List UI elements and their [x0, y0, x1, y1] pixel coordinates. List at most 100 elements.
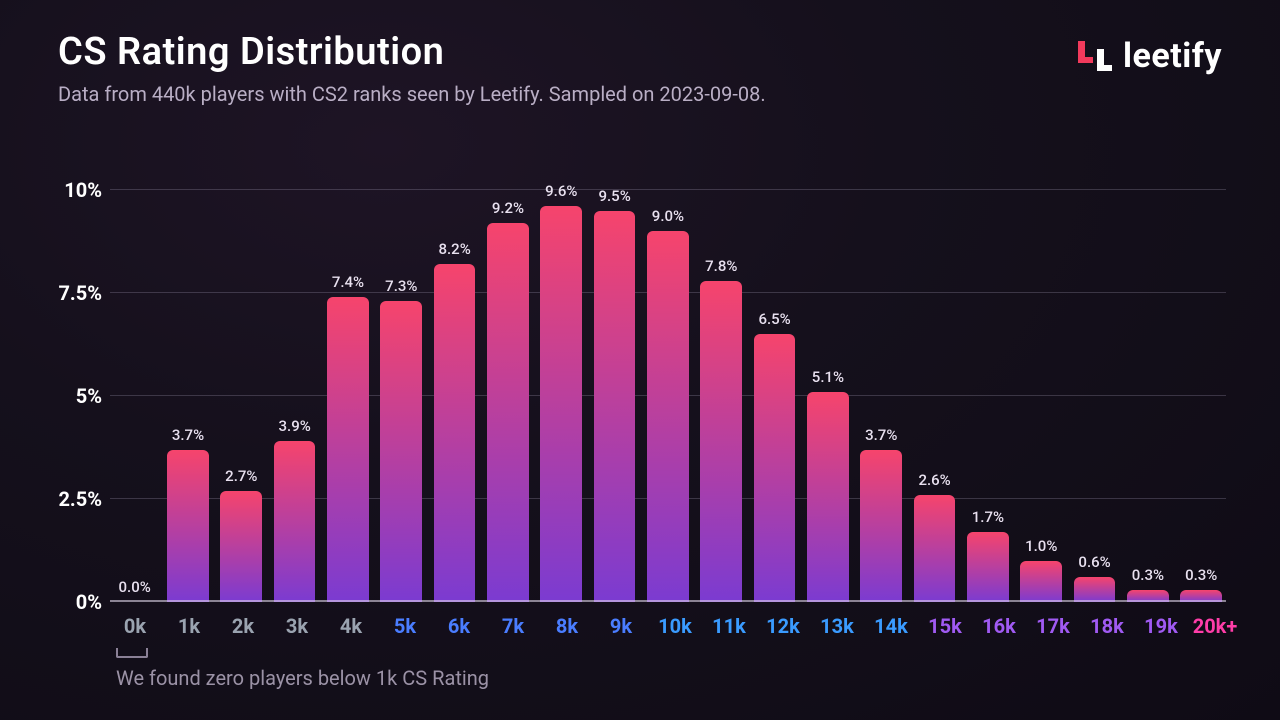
bar: 1.7%: [967, 532, 1009, 602]
y-tick-label: 7.5%: [40, 281, 102, 305]
bar-slot: 1.7%: [965, 190, 1010, 602]
bar-value-label: 3.9%: [279, 417, 311, 435]
bar: 9.5%: [594, 211, 636, 602]
x-tick-label: 0k: [112, 614, 158, 638]
bar-slot: 9.5%: [592, 190, 637, 602]
bar: 3.9%: [274, 441, 316, 602]
bar-slot: 9.6%: [539, 190, 584, 602]
x-axis-ticks: 0k 1k 2k 3k 4k 5k 6k 7k 8k 9k 10k 11k 12k 13k 14k 15k 16…: [110, 614, 1240, 638]
plot-area: 0.0% 3.7% 2.7% 3.9% 7.4% 7.3% 8.2% 9.2% 9.6% 9.5%…: [110, 190, 1226, 602]
x-tick-label: 10k: [652, 614, 698, 638]
bar-slot: 2.6%: [912, 190, 957, 602]
x-tick-label: 8k: [544, 614, 590, 638]
bar-slot: 7.4%: [325, 190, 370, 602]
x-tick-label: 14k: [868, 614, 914, 638]
bar-value-label: 9.6%: [545, 182, 577, 200]
bar-slot: 7.8%: [699, 190, 744, 602]
bar-value-label: 5.1%: [812, 368, 844, 386]
bar-value-label: 0.0%: [119, 578, 151, 596]
bar: 2.7%: [220, 491, 262, 602]
x-tick-label: 1k: [166, 614, 212, 638]
bars-container: 0.0% 3.7% 2.7% 3.9% 7.4% 7.3% 8.2% 9.2% 9.6% 9.5%…: [110, 190, 1226, 602]
bar-value-label: 9.0%: [652, 207, 684, 225]
x-tick-label: 9k: [598, 614, 644, 638]
bar-slot: 8.2%: [432, 190, 477, 602]
bar-value-label: 9.2%: [492, 199, 524, 217]
page-subtitle: Data from 440k players with CS2 ranks se…: [58, 82, 766, 106]
x-tick-label: 7k: [490, 614, 536, 638]
bar-slot: 0.3%: [1179, 190, 1224, 602]
x-tick-label: 5k: [382, 614, 428, 638]
bar-value-label: 7.8%: [705, 257, 737, 275]
bar-value-label: 0.6%: [1078, 553, 1110, 571]
bar-slot: 7.3%: [379, 190, 424, 602]
leetify-logo: leetify: [1075, 36, 1222, 76]
bar-value-label: 0.3%: [1185, 566, 1217, 584]
x-tick-label: 19k: [1138, 614, 1184, 638]
x-tick-label: 17k: [1030, 614, 1076, 638]
x-tick-label: 18k: [1084, 614, 1130, 638]
y-tick-label: 2.5%: [40, 487, 102, 511]
y-tick-label: 0%: [40, 590, 102, 614]
y-tick-label: 5%: [40, 384, 102, 408]
bar-value-label: 9.5%: [598, 187, 630, 205]
bar-value-label: 2.7%: [225, 467, 257, 485]
x-tick-label: 20k+: [1192, 614, 1238, 638]
bar: 9.6%: [540, 206, 582, 602]
x-tick-label: 16k: [976, 614, 1022, 638]
bar-slot: 3.7%: [165, 190, 210, 602]
bar-slot: 3.7%: [859, 190, 904, 602]
x-tick-label: 15k: [922, 614, 968, 638]
bar-slot: 9.2%: [485, 190, 530, 602]
footnote-bracket: [116, 648, 148, 658]
bar: 8.2%: [434, 264, 476, 602]
bar-slot: 1.0%: [1019, 190, 1064, 602]
bar-value-label: 3.7%: [865, 426, 897, 444]
bar-value-label: 3.7%: [172, 426, 204, 444]
header: CS Rating Distribution Data from 440k pl…: [58, 30, 1222, 106]
bar-slot: 5.1%: [805, 190, 850, 602]
x-tick-label: 3k: [274, 614, 320, 638]
bar-slot: 0.6%: [1072, 190, 1117, 602]
bar: 7.4%: [327, 297, 369, 602]
x-tick-label: 12k: [760, 614, 806, 638]
bar: 3.7%: [860, 450, 902, 602]
bar-slot: 2.7%: [219, 190, 264, 602]
bar: 5.1%: [807, 392, 849, 602]
bar: 1.0%: [1020, 561, 1062, 602]
x-tick-label: 6k: [436, 614, 482, 638]
bar-value-label: 1.0%: [1025, 537, 1057, 555]
bar-slot: 0.3%: [1125, 190, 1170, 602]
bar-slot: 9.0%: [645, 190, 690, 602]
bar: 9.0%: [647, 231, 689, 602]
distribution-chart: 0%2.5%5%7.5%10% 0.0%3.7%2.7%3.9%7.4%7.3%…: [40, 190, 1226, 602]
x-tick-label: 11k: [706, 614, 752, 638]
bar-slot: 0.0%: [112, 190, 157, 602]
footnote-text: We found zero players below 1k CS Rating: [116, 666, 489, 690]
bar: 3.7%: [167, 450, 209, 602]
bar: 7.8%: [700, 281, 742, 602]
bar-value-label: 6.5%: [758, 310, 790, 328]
bar: 7.3%: [380, 301, 422, 602]
page-title: CS Rating Distribution: [58, 30, 766, 74]
bar: 0.6%: [1074, 577, 1116, 602]
leetify-logo-icon: [1075, 39, 1113, 73]
bar-slot: 3.9%: [272, 190, 317, 602]
bar-value-label: 2.6%: [918, 471, 950, 489]
bar-value-label: 1.7%: [972, 508, 1004, 526]
bar-value-label: 8.2%: [438, 240, 470, 258]
y-tick-label: 10%: [40, 178, 102, 202]
bar: 9.2%: [487, 223, 529, 602]
x-tick-label: 2k: [220, 614, 266, 638]
title-block: CS Rating Distribution Data from 440k pl…: [58, 30, 766, 106]
x-tick-label: 13k: [814, 614, 860, 638]
leetify-logo-text: leetify: [1123, 36, 1222, 76]
bar: 6.5%: [754, 334, 796, 602]
baseline: [110, 600, 1226, 602]
x-tick-label: 4k: [328, 614, 374, 638]
bar-value-label: 7.3%: [385, 277, 417, 295]
bar-value-label: 0.3%: [1132, 566, 1164, 584]
bar-slot: 6.5%: [752, 190, 797, 602]
bar: 2.6%: [914, 495, 956, 602]
bar-value-label: 7.4%: [332, 273, 364, 291]
